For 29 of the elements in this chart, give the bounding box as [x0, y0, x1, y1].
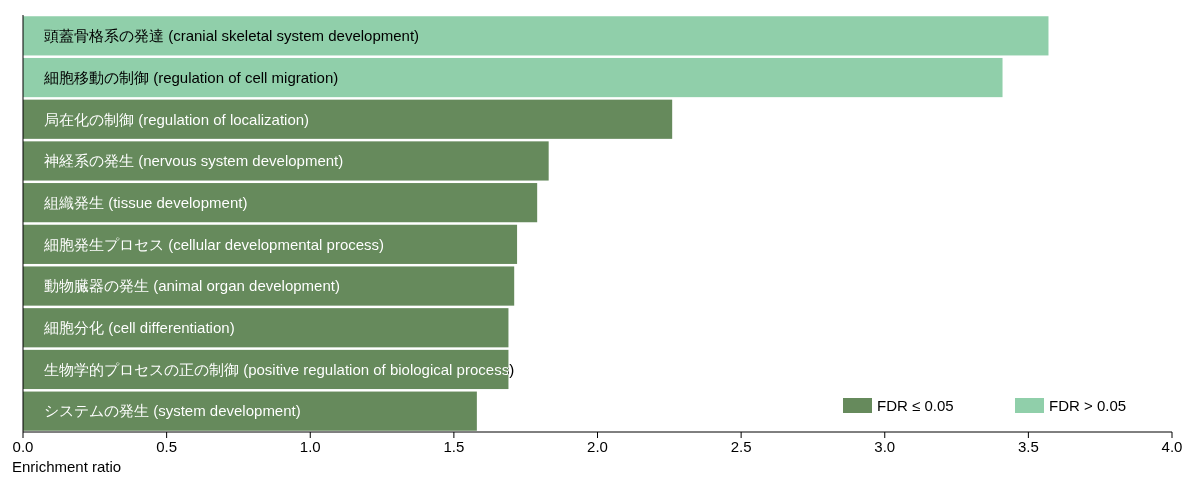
legend-label: FDR > 0.05	[1049, 396, 1127, 414]
bar	[23, 183, 538, 223]
bar	[23, 57, 1003, 98]
x-tick-label: 0.0	[12, 438, 34, 455]
x-tick-label: 1.0	[299, 438, 321, 455]
x-tick-label: 3.5	[1017, 438, 1039, 455]
bar	[23, 16, 1049, 56]
x-tick-label: 0.5	[156, 438, 178, 455]
x-tick-label: 2.0	[587, 438, 608, 455]
y-tick-label: 細胞移動の制御 (regulation of cell migration)	[43, 68, 339, 86]
y-tick-label: システムの発生 (system development)	[44, 402, 301, 420]
x-tick-label: 4.0	[1161, 438, 1183, 455]
x-tick-label: 3.0	[874, 438, 896, 455]
bar	[23, 141, 549, 181]
y-tick-label: 局在化の制御 (regulation of localization)	[44, 110, 310, 128]
bar	[23, 266, 515, 306]
y-tick-label: 神経系の発生 (nervous system development)	[44, 152, 344, 170]
y-tick-label: 細胞分化 (cell differentiation)	[43, 319, 235, 336]
bar	[23, 308, 509, 348]
y-tick-label: 頭蓋骨格系の発達 (cranial skeletal system development)	[44, 27, 420, 45]
bar	[23, 391, 477, 431]
y-tick-label: 細胞発生プロセス (cellular developmental process)	[43, 235, 385, 253]
y-tick-label: 動物臓器の発生 (animal organ development)	[44, 277, 340, 295]
bar	[23, 99, 673, 139]
x-tick-label: 2.5	[730, 438, 752, 455]
y-tick-label: 組織発生 (tissue development)	[43, 193, 248, 211]
x-axis-title: Enrichment ratio	[12, 458, 122, 475]
legend-label: FDR ≤ 0.05	[877, 396, 954, 414]
x-tick-label: 1.5	[443, 438, 465, 455]
